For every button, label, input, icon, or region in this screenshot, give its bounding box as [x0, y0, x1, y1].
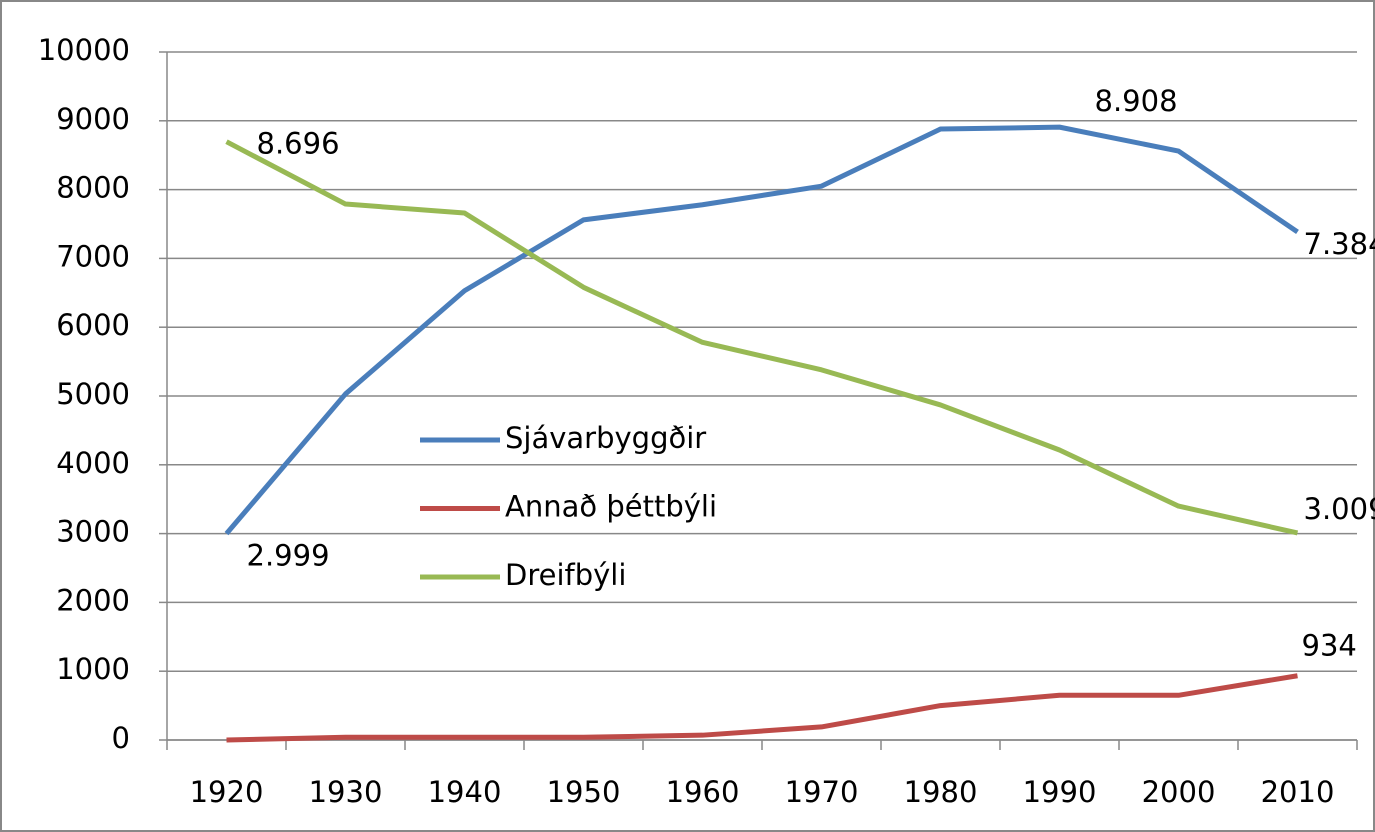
x-tick-label: 1950: [547, 775, 621, 809]
y-tick-label: 4000: [56, 446, 130, 480]
y-tick-label: 2000: [56, 583, 130, 617]
data-label: 7.384: [1304, 227, 1375, 261]
x-tick-label: 1940: [428, 775, 502, 809]
x-tick-label: 1970: [785, 775, 859, 809]
x-tick-label: 1920: [190, 775, 264, 809]
x-tick-label: 1930: [309, 775, 383, 809]
series-line: [225, 139, 1299, 536]
series-line: [226, 673, 1298, 743]
legend-label: Sjávarbyggðir: [505, 421, 706, 455]
data-label: 934: [1302, 629, 1357, 663]
series-line: [224, 124, 1299, 536]
x-tick-label: 2010: [1261, 775, 1335, 809]
y-tick-label: 6000: [56, 308, 130, 342]
y-tick-label: 3000: [56, 515, 130, 549]
y-tick-label: 7000: [56, 239, 130, 273]
y-tick-label: 9000: [56, 102, 130, 136]
legend-label: Dreifbýli: [505, 558, 626, 592]
data-label: 8.696: [257, 127, 340, 161]
y-tick-label: 0: [112, 721, 130, 755]
legend-label: Annað þéttbýli: [505, 490, 717, 524]
x-tick-label: 1980: [904, 775, 978, 809]
data-label: 3.009: [1304, 492, 1375, 526]
data-label: 8.908: [1095, 84, 1178, 118]
x-tick-label: 1960: [666, 775, 740, 809]
y-tick-label: 5000: [56, 377, 130, 411]
x-tick-label: 2000: [1142, 775, 1216, 809]
y-tick-label: 8000: [56, 171, 130, 205]
y-tick-label: 10000: [38, 33, 130, 67]
y-tick-label: 1000: [56, 652, 130, 686]
x-tick-label: 1990: [1023, 775, 1097, 809]
data-label: 2.999: [247, 539, 330, 573]
